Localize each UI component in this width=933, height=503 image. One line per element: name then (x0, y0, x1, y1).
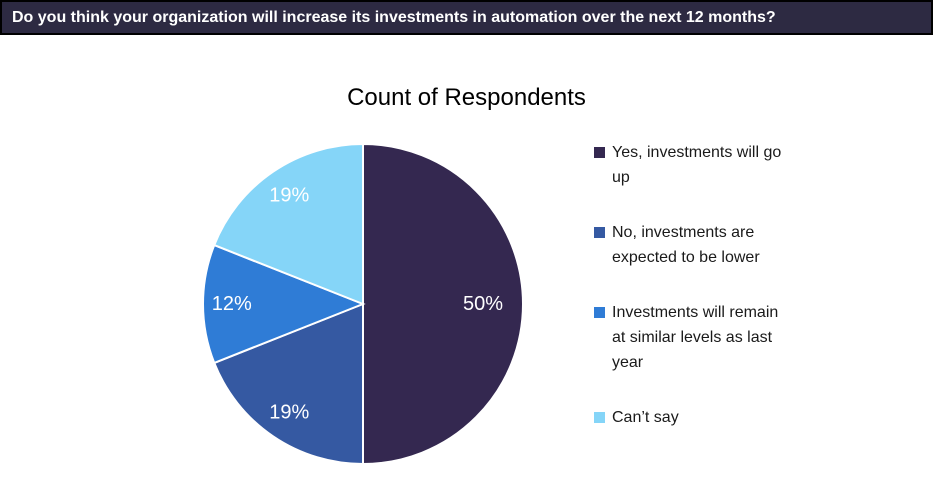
pie-slice-2[interactable] (212, 302, 364, 466)
legend: Yes, investments will go up No, investmen… (594, 140, 799, 430)
legend-item-4[interactable]: Can’t say (594, 405, 799, 430)
pie-data-label: 19% (269, 402, 309, 424)
pie-chart: 50% 19% 12% 19% (202, 142, 524, 466)
legend-item-1[interactable]: Yes, investments will go up (594, 140, 799, 190)
pie-data-label: 12% (212, 293, 252, 315)
question-banner: Do you think your organization will incr… (0, 0, 933, 35)
pie-data-label: 50% (463, 293, 503, 315)
chart-title: Count of Respondents (347, 84, 586, 111)
pie-slice-1[interactable] (362, 142, 524, 466)
legend-swatch-icon (594, 227, 605, 238)
legend-swatch-icon (594, 307, 605, 318)
pie-data-label: 19% (269, 185, 309, 207)
pie-slice-4[interactable] (212, 142, 364, 306)
legend-label: Investments will remain at similar level… (612, 304, 779, 371)
legend-label: No, investments are expected to be lower (612, 224, 760, 266)
question-text: Do you think your organization will incr… (12, 9, 776, 26)
legend-label: Can’t say (612, 409, 679, 426)
legend-item-3[interactable]: Investments will remain at similar level… (594, 300, 799, 375)
legend-label: Yes, investments will go up (612, 144, 782, 186)
legend-swatch-icon (594, 147, 605, 158)
legend-swatch-icon (594, 412, 605, 423)
pie-slice-3[interactable] (202, 243, 366, 365)
legend-item-2[interactable]: No, investments are expected to be lower (594, 220, 799, 270)
